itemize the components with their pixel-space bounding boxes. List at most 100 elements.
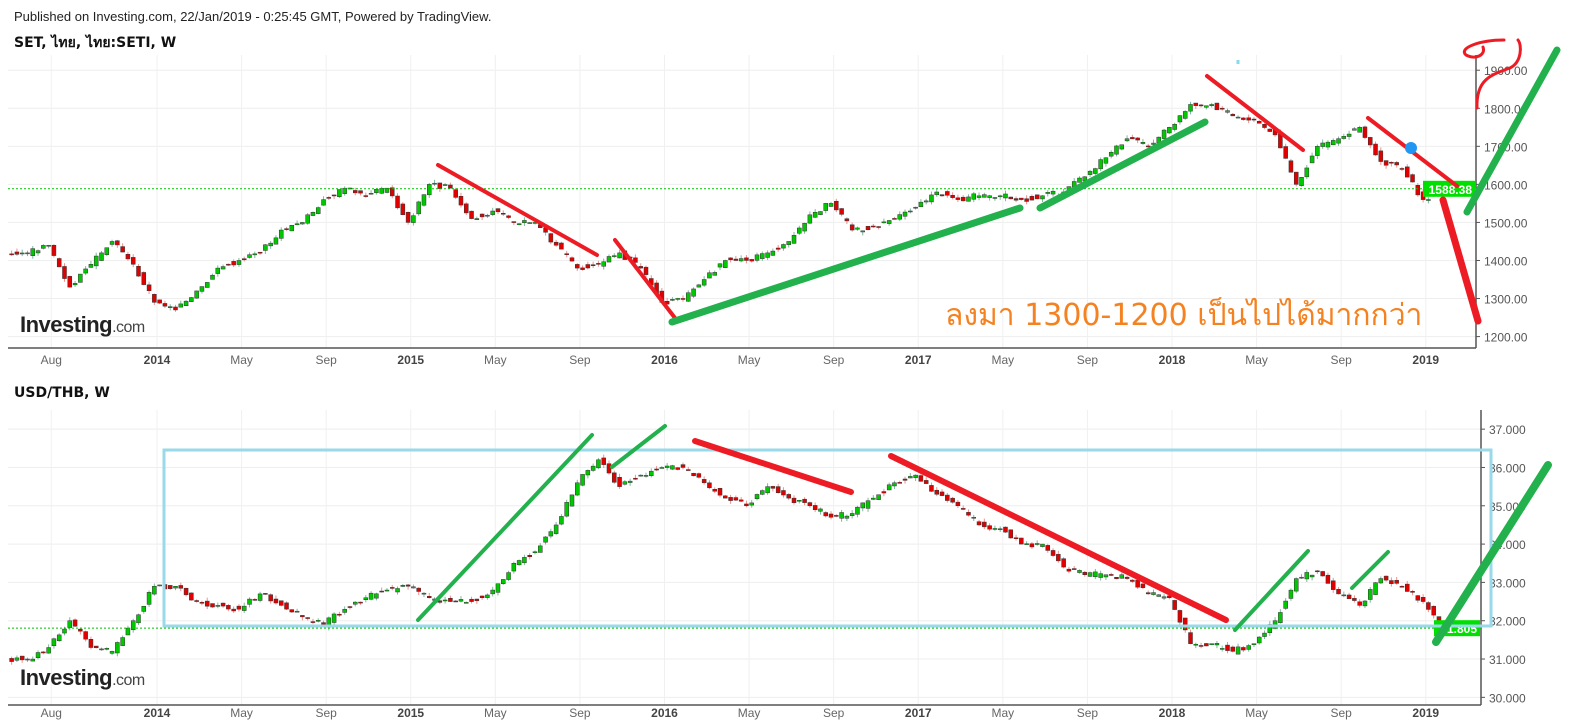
candle-body — [844, 218, 850, 222]
candle-body — [1325, 141, 1331, 148]
candle-body — [1066, 568, 1072, 572]
candle-body — [1251, 643, 1257, 645]
candle-body — [395, 588, 400, 593]
candle-body — [960, 508, 966, 510]
candle-body — [1336, 138, 1341, 144]
candle-body — [596, 459, 601, 469]
candle-body — [691, 288, 696, 297]
candle-body — [427, 184, 432, 196]
candle-body — [411, 586, 416, 589]
candle-body — [189, 592, 194, 601]
candle-body — [707, 482, 712, 489]
candle-body — [516, 560, 522, 566]
candle-body — [231, 261, 236, 266]
candle-body — [606, 463, 612, 474]
candle-body — [675, 298, 680, 300]
candle-body — [807, 502, 813, 507]
candle-body — [1172, 123, 1177, 130]
candle-body — [1204, 643, 1209, 647]
candle-body — [1098, 159, 1103, 170]
candle-body — [543, 536, 548, 543]
candle-body — [828, 203, 834, 207]
candle-body — [643, 266, 649, 275]
candle-body — [1098, 573, 1103, 578]
candle-body — [1103, 157, 1109, 164]
candle-body — [273, 598, 279, 604]
candle-body — [1204, 105, 1209, 108]
candle-body — [162, 303, 168, 307]
candle-body — [1278, 612, 1283, 623]
candle-body — [686, 292, 691, 302]
candle-body — [294, 223, 300, 226]
candle-body — [485, 594, 490, 598]
candle-body — [823, 203, 828, 211]
candle-body — [723, 260, 728, 268]
candle-body — [1341, 594, 1347, 597]
candle-body — [691, 472, 696, 477]
candle-body — [337, 189, 342, 197]
candle-body — [596, 263, 601, 265]
candle-body — [220, 266, 226, 270]
candle-body — [612, 472, 617, 483]
candle-body — [469, 210, 474, 219]
x-tick-label: 2015 — [397, 353, 424, 367]
candle-body — [342, 608, 347, 613]
candle-body — [1415, 185, 1421, 196]
candle-body — [289, 225, 295, 232]
candle-body — [892, 218, 897, 220]
candle-body — [712, 489, 717, 492]
y-tick-label: 1800.00 — [1484, 102, 1528, 116]
candle-body — [1135, 137, 1140, 141]
candle-body — [432, 182, 437, 185]
candle-body — [1325, 574, 1331, 584]
y-tick-label: 1200.00 — [1484, 331, 1528, 345]
candle-body — [247, 598, 252, 605]
candle-body — [738, 258, 744, 262]
candle-body — [955, 197, 961, 200]
candle-body — [818, 211, 823, 215]
candle-body — [194, 600, 199, 602]
candle-body — [421, 194, 427, 206]
candle-body — [67, 276, 73, 288]
x-tick-label: 2014 — [144, 706, 171, 720]
candle-body — [199, 602, 205, 604]
candle-body — [680, 464, 686, 468]
candle-body — [1177, 610, 1183, 623]
candle-body — [379, 590, 384, 593]
candle-body — [257, 251, 263, 254]
candle-body — [1008, 196, 1014, 200]
candle-body — [162, 584, 168, 590]
candle-body — [35, 652, 41, 658]
candle-body — [1404, 166, 1410, 178]
candle-body — [1140, 142, 1146, 144]
candle-body — [1431, 605, 1436, 616]
candle-body — [278, 229, 284, 239]
candle-body — [976, 195, 982, 198]
candle-body — [538, 224, 543, 228]
y-tick-label: 1300.00 — [1484, 293, 1528, 307]
candle-body — [157, 584, 162, 587]
candle-body — [786, 241, 791, 245]
candle-body — [659, 290, 665, 303]
candle-body — [9, 658, 14, 662]
candle-body — [1293, 171, 1299, 185]
candle-body — [527, 222, 532, 224]
candle-body — [1119, 144, 1125, 150]
candle-body — [1050, 190, 1056, 195]
candle-body — [427, 596, 432, 598]
candle-body — [331, 194, 337, 197]
candle-body — [326, 197, 332, 199]
candle-body — [860, 230, 865, 233]
candle-body — [1013, 537, 1019, 539]
candle-body — [241, 605, 247, 611]
candle-body — [136, 614, 141, 624]
candle-body — [204, 282, 210, 288]
candle-body — [305, 617, 310, 619]
x-tick-label: 2018 — [1159, 706, 1186, 720]
candle-body — [1225, 644, 1230, 651]
candle-body — [252, 599, 258, 601]
candle-body — [559, 516, 564, 525]
candle-body — [569, 257, 575, 262]
candle-body — [744, 257, 749, 261]
